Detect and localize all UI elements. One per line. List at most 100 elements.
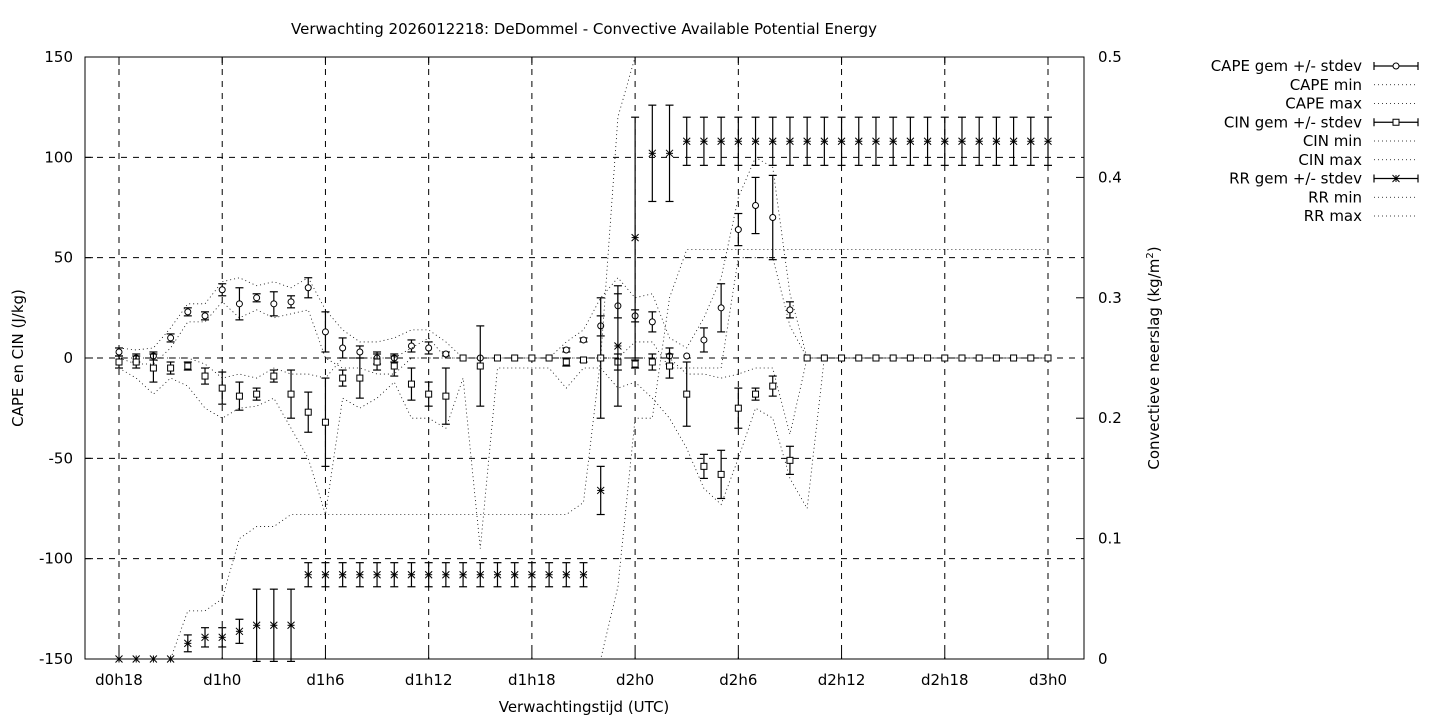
- rr-point: [596, 486, 605, 495]
- cin-point: [631, 360, 639, 368]
- rr-point: [872, 137, 880, 146]
- y-tick-label: -150: [39, 650, 73, 668]
- y2-tick-label: 0.2: [1098, 409, 1122, 427]
- cin-point: [493, 354, 501, 362]
- star-stroke: [958, 137, 966, 146]
- x-tick-label: d2h6: [719, 671, 757, 689]
- rr-point: [476, 570, 485, 579]
- x-tick-label: d3h0: [1029, 671, 1067, 689]
- y2-tick-label: 0.5: [1098, 48, 1122, 66]
- y2-axis-label-end: ): [1145, 246, 1163, 252]
- y2-tick-label: 0.3: [1098, 289, 1122, 307]
- cape-point: [769, 214, 777, 222]
- legend-marker: [1392, 174, 1400, 183]
- rr-point: [407, 570, 416, 579]
- legend-label-cape-min: CAPE min: [1290, 76, 1362, 94]
- star-stroke: [476, 570, 485, 579]
- star-stroke: [528, 570, 536, 579]
- cin-point: [373, 358, 381, 366]
- cape-point: [235, 300, 243, 308]
- cape-point: [253, 294, 261, 302]
- rr-point: [373, 570, 381, 579]
- cin-point: [562, 358, 570, 366]
- legend-label-cin-max: CIN max: [1298, 151, 1362, 169]
- cin-point: [941, 354, 949, 362]
- cin-point: [803, 354, 811, 362]
- cin-point: [407, 380, 415, 388]
- cape-point: [407, 342, 415, 350]
- cin-point: [545, 354, 553, 362]
- cin-point: [717, 470, 725, 478]
- rr-point: [424, 570, 433, 579]
- cape-point: [786, 306, 794, 314]
- rr-point: [1009, 137, 1018, 146]
- cin-point: [769, 382, 777, 390]
- rr-point: [562, 570, 571, 579]
- y2-axis-label-main: Convectieve neerslag (kg/m: [1145, 259, 1163, 470]
- rr-point: [545, 570, 553, 579]
- rr-point: [803, 137, 812, 146]
- cin-point: [390, 362, 398, 370]
- star-stroke: [459, 570, 467, 579]
- cape-point: [683, 352, 691, 360]
- cape-point: [115, 348, 123, 356]
- y2-axis-label: Convectieve neerslag (kg/m2): [1145, 246, 1163, 469]
- star-stroke: [803, 137, 812, 146]
- rr-point: [1044, 137, 1052, 146]
- legend-label-cape-mean: CAPE gem +/- stdev: [1211, 57, 1362, 75]
- star-stroke: [751, 137, 760, 146]
- rr-point: [906, 137, 915, 146]
- legend-label-cin-min: CIN min: [1303, 132, 1362, 150]
- rr-point: [682, 137, 691, 146]
- star-stroke: [304, 570, 313, 579]
- star-stroke: [562, 570, 571, 579]
- rr-point: [837, 137, 846, 146]
- rr-point: [287, 621, 295, 630]
- cape-point: [734, 226, 742, 234]
- rr-point: [390, 570, 399, 579]
- cin-point: [459, 354, 467, 362]
- cin-point: [339, 374, 347, 382]
- star-stroke: [269, 621, 278, 630]
- cin-point: [235, 392, 243, 400]
- cin-point: [683, 390, 691, 398]
- cin-point: [442, 392, 450, 400]
- star-stroke: [596, 486, 605, 495]
- star-stroke: [287, 621, 295, 630]
- cape-point: [580, 336, 587, 344]
- cin-point: [992, 354, 1000, 362]
- cape-point: [167, 334, 175, 342]
- cin-point: [253, 390, 261, 398]
- rr-point: [889, 137, 898, 146]
- star-stroke: [183, 639, 192, 648]
- cin-point: [734, 404, 742, 412]
- x-tick-label: d0h18: [95, 671, 143, 689]
- star-stroke: [734, 137, 743, 146]
- rr-point: [614, 342, 622, 350]
- rr-point: [269, 621, 278, 630]
- star-stroke: [786, 137, 794, 146]
- rr-point: [442, 570, 450, 579]
- y2-tick-label: 0.4: [1098, 168, 1122, 186]
- rr-point: [493, 570, 502, 579]
- cin-point: [149, 364, 157, 372]
- rr-point: [528, 570, 536, 579]
- series-layer: [115, 56, 1052, 663]
- rr-point: [751, 137, 760, 146]
- y-tick-label: 150: [44, 48, 73, 66]
- cape-point: [184, 308, 192, 316]
- cin-point: [820, 354, 828, 362]
- cin-point: [287, 390, 295, 398]
- star-stroke: [975, 137, 984, 146]
- star-stroke: [218, 633, 227, 642]
- cin-point: [648, 358, 656, 366]
- cin-point: [1010, 354, 1018, 362]
- rr-point: [201, 633, 209, 642]
- cape-point: [218, 286, 226, 294]
- rr-point: [1026, 137, 1035, 146]
- rr-point: [631, 233, 639, 242]
- x-tick-label: d2h12: [818, 671, 866, 689]
- x-tick-label: d1h18: [508, 671, 556, 689]
- rr-point: [734, 137, 743, 146]
